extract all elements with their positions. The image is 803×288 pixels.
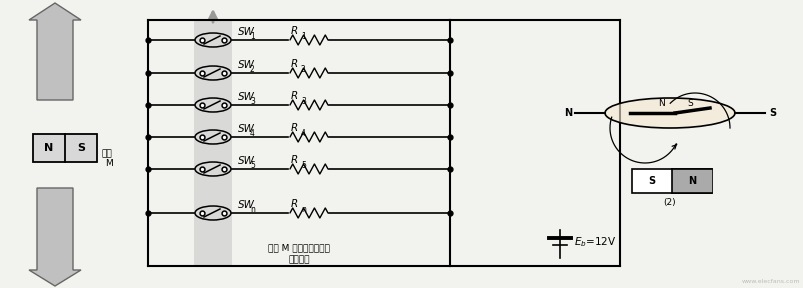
Text: SW: SW xyxy=(238,124,255,134)
Bar xyxy=(631,169,711,193)
Text: SW: SW xyxy=(238,200,255,210)
Text: $E_b$=12V: $E_b$=12V xyxy=(573,235,616,249)
Text: 的中央部: 的中央部 xyxy=(288,255,309,264)
Text: N: N xyxy=(563,108,571,118)
Text: S: S xyxy=(77,143,85,153)
Text: N: N xyxy=(658,99,665,108)
Bar xyxy=(33,134,97,162)
Text: n: n xyxy=(300,206,305,215)
Polygon shape xyxy=(29,188,81,286)
Text: 1: 1 xyxy=(300,33,305,41)
Text: 4: 4 xyxy=(300,130,305,139)
Text: R: R xyxy=(291,123,298,133)
Text: M: M xyxy=(105,160,112,168)
Text: N: N xyxy=(687,176,695,186)
Text: R: R xyxy=(291,155,298,165)
Text: 3: 3 xyxy=(300,98,305,107)
Text: SW: SW xyxy=(238,27,255,37)
Text: 5: 5 xyxy=(300,162,305,170)
Polygon shape xyxy=(29,3,81,100)
Text: (2): (2) xyxy=(662,198,675,206)
Bar xyxy=(194,20,232,266)
Text: SW: SW xyxy=(238,60,255,70)
Text: SW: SW xyxy=(238,92,255,102)
Text: 磁鐵 M 移動到磁簧閉閉: 磁鐵 M 移動到磁簧閉閉 xyxy=(267,243,329,253)
Text: SW: SW xyxy=(238,156,255,166)
Text: R: R xyxy=(291,26,298,36)
Text: S: S xyxy=(648,176,654,186)
Text: 3: 3 xyxy=(250,98,255,107)
Ellipse shape xyxy=(604,98,734,128)
Text: N: N xyxy=(44,143,54,153)
Text: S: S xyxy=(687,99,692,108)
Text: 4: 4 xyxy=(250,130,255,139)
Text: R: R xyxy=(291,91,298,101)
Text: n: n xyxy=(250,206,255,215)
Text: 2: 2 xyxy=(250,65,255,75)
Text: 磁鐵: 磁鐵 xyxy=(102,149,112,158)
Text: 2: 2 xyxy=(300,65,305,75)
Text: 5: 5 xyxy=(250,162,255,170)
Bar xyxy=(671,169,711,193)
Text: www.elecfans.com: www.elecfans.com xyxy=(740,279,799,284)
Text: R: R xyxy=(291,59,298,69)
Text: 1: 1 xyxy=(250,33,255,41)
Text: S: S xyxy=(768,108,775,118)
Text: R: R xyxy=(291,199,298,209)
